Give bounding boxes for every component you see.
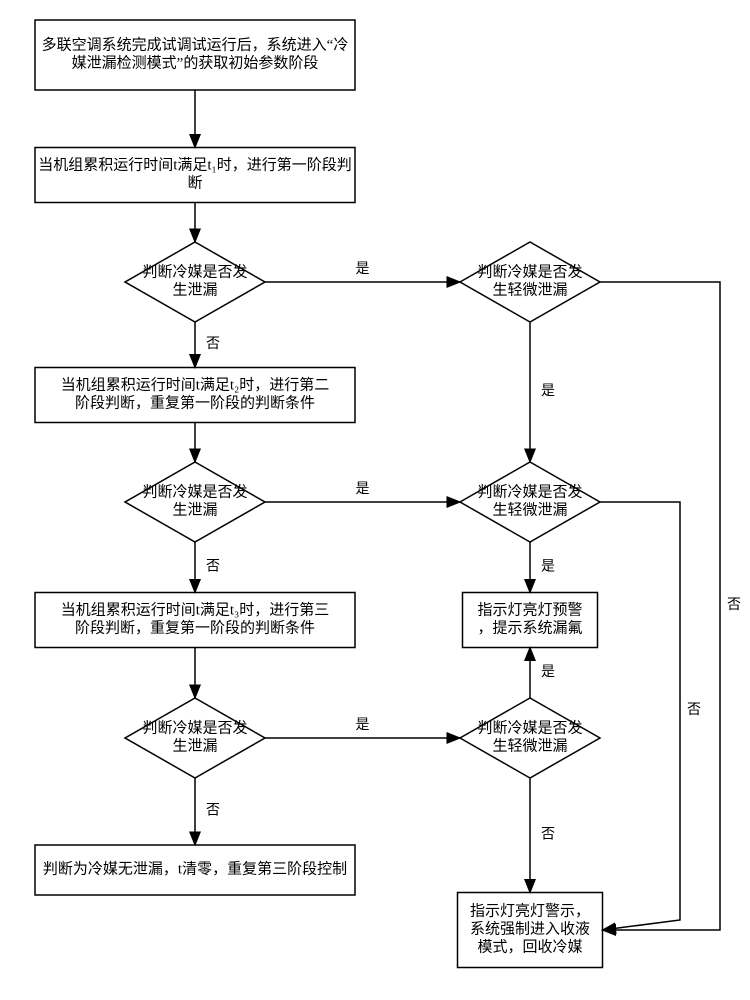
svg-text:系统强制进入收液: 系统强制进入收液 bbox=[470, 920, 590, 937]
svg-text:判断冷媒是否发: 判断冷媒是否发 bbox=[477, 719, 582, 736]
svg-text:生泄漏: 生泄漏 bbox=[172, 737, 217, 754]
edge-label-8: 是 bbox=[356, 718, 370, 733]
svg-text:判断冷媒是否发: 判断冷媒是否发 bbox=[477, 263, 582, 280]
svg-text:阶段判断，重复第一阶段的判断条件: 阶段判断，重复第一阶段的判断条件 bbox=[75, 618, 315, 636]
svg-text:指示灯亮灯预警: 指示灯亮灯预警 bbox=[477, 601, 582, 618]
svg-text:生轻微泄漏: 生轻微泄漏 bbox=[492, 737, 567, 754]
svg-text:当机组累积运行时间t满足t₁时，进行第一阶段判: 当机组累积运行时间t满足t₁时，进行第一阶段判 bbox=[38, 155, 352, 173]
edge-label-12: 是 bbox=[541, 665, 555, 680]
edge-label-6: 否 bbox=[206, 559, 220, 574]
svg-text:，提示系统漏氟: ，提示系统漏氟 bbox=[477, 619, 582, 636]
edge-label-10: 是 bbox=[541, 384, 555, 399]
svg-text:多联空调系统完成试调试运行后，系统进入“冷: 多联空调系统完成试调试运行后，系统进入“冷 bbox=[42, 36, 349, 53]
edge-14 bbox=[600, 282, 720, 930]
edge-label-2: 是 bbox=[356, 262, 370, 277]
edge-label-13: 否 bbox=[541, 827, 555, 842]
svg-text:模式，回收冷媒: 模式，回收冷媒 bbox=[477, 938, 582, 955]
edge-label-11: 是 bbox=[541, 559, 555, 574]
svg-text:生泄漏: 生泄漏 bbox=[172, 281, 217, 298]
svg-text:判断冷媒是否发: 判断冷媒是否发 bbox=[477, 483, 582, 500]
svg-text:生泄漏: 生泄漏 bbox=[172, 501, 217, 518]
edge-label-15: 否 bbox=[687, 703, 701, 718]
svg-text:断: 断 bbox=[187, 174, 202, 191]
edge-label-14: 否 bbox=[727, 598, 741, 613]
svg-text:当机组累积运行时间t满足t₂时，进行第二: 当机组累积运行时间t满足t₂时，进行第二 bbox=[61, 375, 330, 393]
svg-text:阶段判断，重复第一阶段的判断条件: 阶段判断，重复第一阶段的判断条件 bbox=[75, 393, 315, 411]
edge-label-9: 否 bbox=[206, 804, 220, 819]
svg-text:生轻微泄漏: 生轻微泄漏 bbox=[492, 281, 567, 298]
svg-text:判断冷媒是否发: 判断冷媒是否发 bbox=[142, 719, 247, 736]
edge-15 bbox=[600, 502, 680, 930]
svg-text:当机组累积运行时间t满足t₃时，进行第三: 当机组累积运行时间t满足t₃时，进行第三 bbox=[61, 600, 330, 618]
svg-text:指示灯亮灯警示，: 指示灯亮灯警示， bbox=[470, 902, 590, 919]
svg-text:判断冷媒是否发: 判断冷媒是否发 bbox=[142, 263, 247, 280]
svg-text:判断为冷媒无泄漏，t清零，重复第三阶段控制: 判断为冷媒无泄漏，t清零，重复第三阶段控制 bbox=[43, 859, 347, 877]
flowchart-canvas: 多联空调系统完成试调试运行后，系统进入“冷媒泄漏检测模式”的获取初始参数阶段当机… bbox=[0, 0, 750, 1000]
edge-label-5: 是 bbox=[356, 482, 370, 497]
svg-text:媒泄漏检测模式”的获取初始参数阶段: 媒泄漏检测模式”的获取初始参数阶段 bbox=[72, 54, 319, 71]
svg-text:生轻微泄漏: 生轻微泄漏 bbox=[492, 501, 567, 518]
edge-label-3: 否 bbox=[206, 337, 220, 352]
svg-text:判断冷媒是否发: 判断冷媒是否发 bbox=[142, 483, 247, 500]
